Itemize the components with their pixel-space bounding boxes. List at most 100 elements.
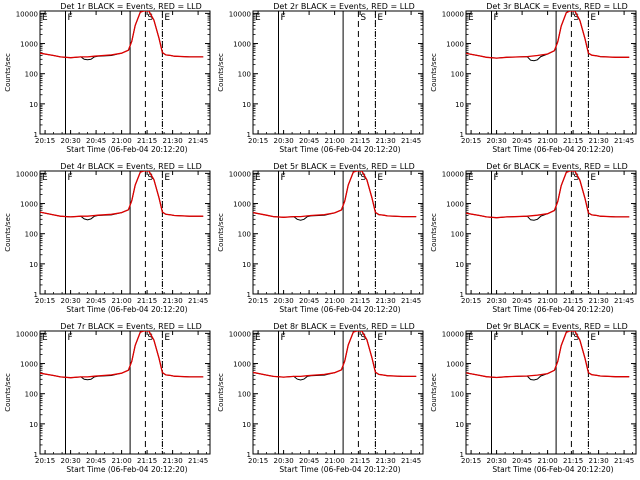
x-tick-label: 20:15 — [461, 457, 481, 465]
x-tick-label: 20:45 — [512, 297, 532, 305]
marker-label: E — [377, 173, 383, 183]
plot-frame — [252, 10, 424, 135]
y-tick-label: 1000 — [446, 41, 464, 49]
x-tick-label: 20:15 — [248, 137, 268, 145]
marker-label: S — [573, 13, 579, 23]
y-tick-label: 10000 — [16, 10, 38, 18]
panel-title: Det 9r BLACK = Events, RED = LLD — [486, 322, 628, 331]
series-lld — [466, 11, 630, 59]
y-tick-label: 10 — [455, 261, 464, 269]
marker-label: E — [42, 13, 48, 23]
marker-label: E — [468, 333, 474, 343]
plot-frame — [39, 10, 211, 135]
plot-frame — [252, 330, 424, 455]
x-tick-label: 21:15 — [137, 457, 157, 465]
x-tick-label: 20:15 — [35, 297, 55, 305]
marker-label: F — [68, 13, 73, 23]
x-tick-label: 21:15 — [563, 297, 583, 305]
marker-label: S — [573, 333, 579, 343]
y-tick-label: 100 — [25, 71, 38, 79]
x-tick-label: 21:45 — [614, 137, 634, 145]
marker-label: S — [360, 13, 366, 23]
x-tick-label: 21:00 — [538, 457, 558, 465]
x-tick-label: 21:30 — [589, 137, 609, 145]
x-tick-label: 21:00 — [538, 137, 558, 145]
panel-det-1: Det 1r BLACK = Events, RED = LLD 1 10 100 10… — [4, 2, 211, 154]
x-axis-label: Start Time (06-Feb-04 20:12:20) — [492, 465, 613, 474]
x-tick-label: 20:30 — [274, 137, 294, 145]
marker-label: S — [147, 13, 153, 23]
marker-label: S — [360, 173, 366, 183]
marker-label: E — [590, 333, 596, 343]
x-axis-label: Start Time (06-Feb-04 20:12:20) — [66, 465, 187, 474]
panel-title: Det 3r BLACK = Events, RED = LLD — [486, 2, 628, 11]
y-tick-label: 100 — [238, 391, 251, 399]
x-tick-label: 20:15 — [461, 297, 481, 305]
x-tick-label: 21:00 — [538, 297, 558, 305]
y-tick-label: 100 — [238, 71, 251, 79]
y-tick-label: 10 — [242, 421, 251, 429]
y-axis-label: Counts/sec — [4, 373, 12, 412]
marker-label: E — [164, 13, 170, 23]
panel-title: Det 6r BLACK = Events, RED = LLD — [486, 162, 628, 171]
x-tick-label: 21:45 — [188, 457, 208, 465]
x-tick-label: 21:30 — [376, 137, 396, 145]
y-tick-label: 1000 — [233, 201, 251, 209]
y-tick-label: 100 — [451, 71, 464, 79]
y-tick-label: 10000 — [442, 170, 464, 178]
series-lld — [40, 331, 204, 379]
x-tick-label: 20:30 — [274, 457, 294, 465]
x-tick-label: 20:45 — [512, 457, 532, 465]
series-lld — [253, 171, 417, 218]
marker-label: E — [468, 13, 474, 23]
marker-label: E — [42, 173, 48, 183]
y-tick-label: 100 — [238, 231, 251, 239]
y-tick-label: 1000 — [233, 41, 251, 49]
panel-title: Det 4r BLACK = Events, RED = LLD — [60, 162, 202, 171]
x-tick-label: 21:15 — [137, 137, 157, 145]
series-lld — [253, 331, 417, 378]
series-lld — [40, 11, 204, 59]
x-tick-label: 20:30 — [487, 457, 507, 465]
x-tick-label: 20:45 — [299, 137, 319, 145]
series-lld — [40, 171, 204, 218]
y-axis-label: Counts/sec — [4, 53, 12, 92]
x-tick-label: 21:30 — [376, 297, 396, 305]
y-tick-label: 1 — [247, 451, 251, 459]
y-tick-label: 100 — [25, 231, 38, 239]
y-tick-label: 10 — [29, 101, 38, 109]
series-events — [466, 11, 630, 62]
x-tick-label: 21:30 — [589, 297, 609, 305]
marker-label: F — [281, 13, 286, 23]
y-tick-label: 1 — [34, 451, 38, 459]
x-tick-label: 21:00 — [325, 137, 345, 145]
marker-label: F — [68, 173, 73, 183]
x-tick-label: 21:15 — [137, 297, 157, 305]
y-tick-label: 10000 — [16, 170, 38, 178]
y-tick-label: 100 — [451, 231, 464, 239]
x-tick-label: 20:30 — [487, 297, 507, 305]
x-axis-label: Start Time (06-Feb-04 20:12:20) — [279, 305, 400, 314]
y-tick-label: 10000 — [229, 10, 251, 18]
plot-frame — [465, 10, 637, 135]
y-tick-label: 1 — [247, 291, 251, 299]
y-axis-label: Counts/sec — [430, 53, 438, 92]
marker-label: E — [590, 173, 596, 183]
marker-label: F — [494, 333, 499, 343]
x-tick-label: 20:45 — [86, 137, 106, 145]
x-axis-label: Start Time (06-Feb-04 20:12:20) — [492, 145, 613, 154]
x-tick-label: 20:30 — [487, 137, 507, 145]
x-tick-label: 21:00 — [112, 297, 132, 305]
x-tick-label: 21:15 — [350, 457, 370, 465]
y-axis-label: Counts/sec — [4, 213, 12, 252]
x-tick-label: 20:30 — [61, 457, 81, 465]
x-axis-label: Start Time (06-Feb-04 20:12:20) — [66, 145, 187, 154]
y-tick-label: 1 — [34, 131, 38, 139]
y-axis-label: Counts/sec — [217, 373, 225, 412]
x-tick-label: 21:00 — [112, 457, 132, 465]
panel-det-9: Det 9r BLACK = Events, RED = LLD 1 10 100 10… — [430, 322, 637, 474]
panel-det-8: Det 8r BLACK = Events, RED = LLD 1 10 100 10… — [217, 322, 424, 474]
panel-title: Det 8r BLACK = Events, RED = LLD — [273, 322, 415, 331]
marker-label: E — [164, 173, 170, 183]
